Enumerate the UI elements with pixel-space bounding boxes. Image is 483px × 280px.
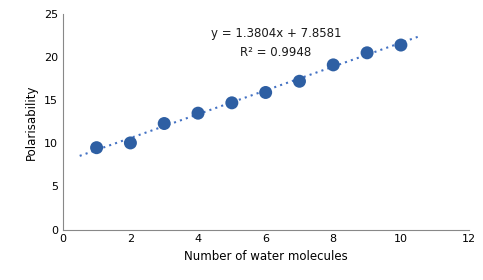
Point (329, 63, 337, 67)
Point (228, 101, 236, 105)
Point (397, 43, 405, 47)
Point (127, 141, 134, 145)
Point (363, 51, 371, 55)
Point (93, 145, 100, 150)
Point (194, 111, 202, 115)
Point (296, 79, 303, 83)
X-axis label: Number of water molecules: Number of water molecules (184, 250, 348, 263)
Point (262, 90, 270, 95)
Text: y = 1.3804x + 7.8581
R² = 0.9948: y = 1.3804x + 7.8581 R² = 0.9948 (211, 27, 341, 59)
Y-axis label: Polarisability: Polarisability (25, 84, 38, 160)
Point (160, 121, 168, 126)
